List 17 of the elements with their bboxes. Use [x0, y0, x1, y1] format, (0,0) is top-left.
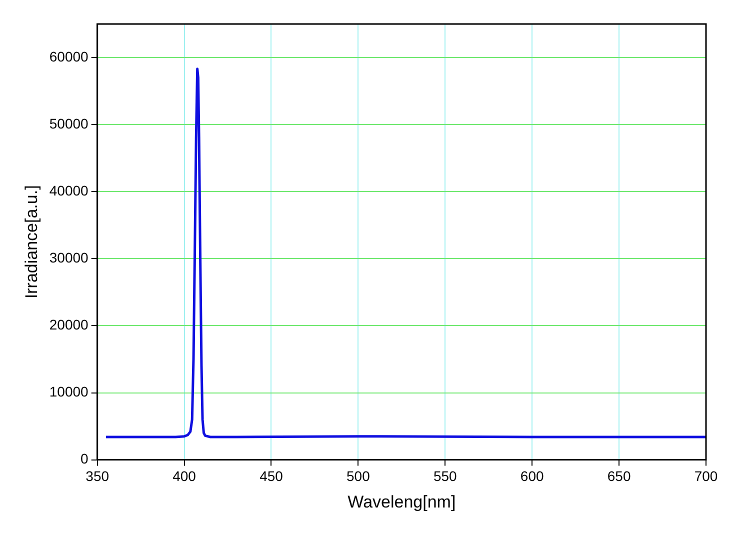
x-axis-title: Waveleng[nm] [348, 492, 456, 512]
x-tick-label: 600 [520, 468, 544, 484]
x-tick-label: 550 [433, 468, 458, 484]
x-tick-label: 350 [86, 468, 110, 484]
y-tick-label: 50000 [49, 115, 89, 132]
y-tick-label: 0 [80, 450, 89, 467]
y-tick-label: 10000 [49, 384, 89, 400]
x-tick-label: 500 [346, 468, 370, 484]
x-tick-label: 400 [172, 468, 196, 484]
y-tick-label: 60000 [49, 48, 89, 64]
y-tick-label: 20000 [49, 316, 89, 333]
y-tick-label: 30000 [49, 250, 89, 266]
y-tick-label: 40000 [49, 182, 89, 198]
y-axis-title: Irradiance[a.u.] [22, 185, 41, 299]
x-tick-label: 700 [694, 468, 718, 484]
x-tick-label: 650 [607, 468, 631, 484]
x-tick-label: 450 [260, 468, 284, 484]
